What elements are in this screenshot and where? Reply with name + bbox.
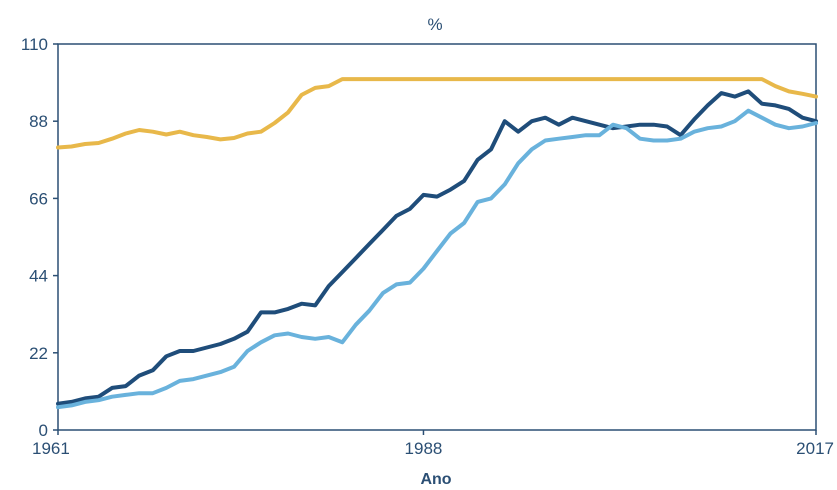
x-tick-label: 1961 bbox=[32, 439, 70, 458]
series-line-light-blue bbox=[56, 108, 818, 410]
y-tick-label: 66 bbox=[29, 189, 48, 208]
x-tick-label: 2017 bbox=[796, 439, 834, 458]
y-tick-label: 44 bbox=[29, 267, 48, 286]
plot-frame bbox=[57, 43, 817, 431]
y-tick-label: 88 bbox=[29, 112, 48, 131]
x-axis-title: Ano bbox=[420, 471, 451, 488]
series-line-dark-blue bbox=[56, 89, 818, 406]
chart-title: % bbox=[427, 15, 442, 34]
x-tick-label: 1988 bbox=[405, 439, 443, 458]
series-line-yellow bbox=[56, 77, 818, 150]
axis-ticks: 0 22 44 66 88 110 1961 1988 2017 bbox=[21, 35, 834, 458]
y-tick-label: 0 bbox=[39, 421, 48, 440]
series-lines bbox=[56, 77, 818, 410]
y-tick-label: 22 bbox=[29, 344, 48, 363]
y-tick-label: 110 bbox=[21, 35, 48, 54]
